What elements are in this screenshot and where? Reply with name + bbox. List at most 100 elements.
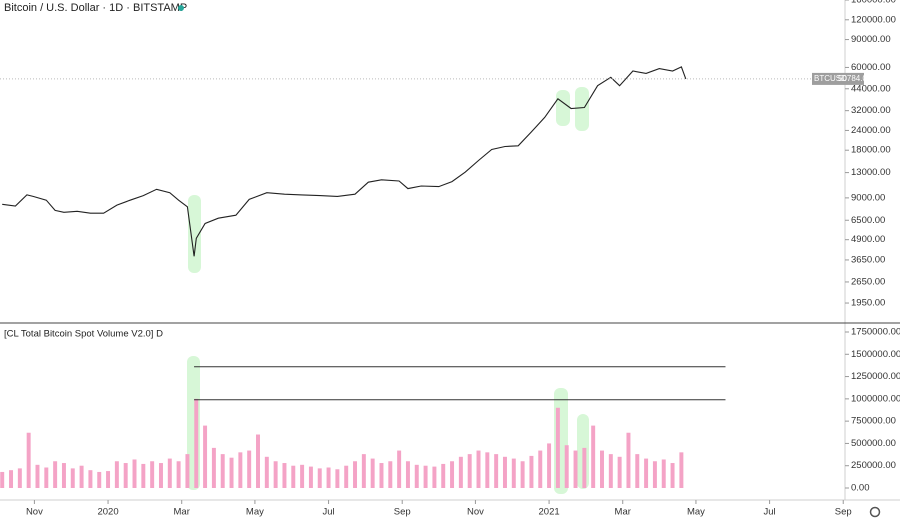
- x-tick-label: Sep: [394, 507, 411, 518]
- volume-bar: [114, 461, 119, 488]
- y-tick-label: 24000.00: [851, 125, 891, 136]
- y-tick-label: 13000.00: [851, 167, 891, 178]
- volume-bar: [670, 463, 675, 488]
- x-tick-label: Mar: [174, 507, 190, 518]
- x-tick-label: 2021: [539, 507, 560, 518]
- price-line: [2, 66, 687, 257]
- volume-bar: [529, 455, 534, 488]
- volume-bar: [220, 454, 225, 488]
- settings-icon[interactable]: [869, 506, 881, 518]
- y-tick-label: 1500000.00: [851, 349, 900, 360]
- volume-bar: [247, 450, 252, 488]
- volume-bar: [9, 470, 14, 488]
- volume-bar: [317, 468, 322, 488]
- volume-bar: [635, 454, 640, 488]
- volume-bar: [661, 459, 666, 488]
- volume-bar: [547, 443, 552, 488]
- volume-bar: [414, 464, 419, 488]
- volume-bar: [158, 463, 163, 488]
- volume-bar: [0, 471, 5, 488]
- volume-bar: [194, 398, 199, 488]
- volume-bar: [467, 454, 472, 488]
- volume-bar: [600, 450, 604, 488]
- volume-bar: [282, 463, 287, 488]
- y-tick-label: 750000.00: [851, 416, 896, 427]
- volume-bar: [291, 465, 296, 488]
- highlight: [556, 90, 570, 126]
- y-tick-label: 32000.00: [851, 105, 891, 116]
- volume-bar: [35, 464, 40, 488]
- volume-bar: [167, 458, 172, 488]
- volume-bar: [379, 463, 384, 488]
- volume-bar: [432, 466, 437, 488]
- y-tick-label: 250000.00: [851, 460, 896, 471]
- volume-bar: [538, 450, 543, 488]
- volume-bar: [141, 463, 146, 488]
- volume-bar: [564, 445, 569, 488]
- highlight: [575, 87, 589, 131]
- highlight: [188, 195, 201, 273]
- volume-bar: [441, 463, 446, 488]
- volume-bar: [626, 432, 631, 488]
- y-tick-label: 6500.00: [851, 215, 885, 226]
- volume-bar: [211, 447, 216, 488]
- volume-bar: [256, 434, 260, 488]
- volume-bar: [344, 465, 349, 488]
- volume-bar: [679, 452, 684, 488]
- y-tick-label: 9000.00: [851, 192, 885, 203]
- volume-bar: [44, 467, 49, 488]
- volume-bar: [61, 463, 66, 488]
- volume-bar: [361, 454, 366, 488]
- volume-bar: [17, 468, 22, 488]
- volume-bar: [300, 464, 305, 488]
- volume-bar: [450, 461, 455, 488]
- x-tick-label: Nov: [26, 507, 43, 518]
- y-tick-label: 500000.00: [851, 438, 896, 449]
- chart-title: Bitcoin / U.S. Dollar · 1D · BITSTAMP: [4, 2, 187, 14]
- volume-bar: [617, 456, 622, 488]
- volume-bar: [308, 466, 313, 488]
- y-tick-label: 1000000.00: [851, 393, 900, 404]
- volume-bar: [229, 457, 234, 488]
- x-tick-label: Sep: [835, 507, 852, 518]
- volume-bar: [335, 469, 340, 488]
- y-tick-label: 60000.00: [851, 62, 891, 73]
- legend-label: BTCUSD: [814, 74, 847, 83]
- volume-bar: [494, 454, 499, 488]
- volume-bar: [608, 454, 613, 488]
- indicator-title: [CL Total Bitcoin Spot Volume V2.0] D: [4, 329, 163, 340]
- volume-bar: [79, 465, 84, 488]
- volume-bar: [476, 450, 481, 488]
- volume-bar: [511, 458, 516, 488]
- volume-bar: [273, 461, 278, 488]
- x-tick-label: Jul: [764, 507, 776, 518]
- y-tick-label: 18000.00: [851, 145, 891, 156]
- y-tick-label: 1250000.00: [851, 371, 900, 382]
- y-tick-label: 1750000.00: [851, 327, 900, 338]
- volume-bar: [132, 459, 137, 488]
- y-tick-label: 2650.00: [851, 276, 885, 287]
- x-tick-label: Jul: [322, 507, 334, 518]
- volume-bar: [70, 468, 75, 488]
- volume-bar: [97, 471, 102, 488]
- volume-bar: [26, 432, 31, 488]
- volume-bar: [485, 452, 490, 488]
- y-tick-label: 4900.00: [851, 234, 885, 245]
- y-tick-label: 90000.00: [851, 34, 891, 45]
- status-dot: [178, 5, 184, 11]
- x-tick-label: May: [246, 507, 264, 518]
- volume-bar: [573, 450, 578, 488]
- volume-bar: [644, 458, 649, 488]
- volume-bar: [397, 450, 402, 488]
- last-price-tag: [812, 72, 864, 85]
- volume-bar: [555, 407, 560, 488]
- x-tick-label: Mar: [615, 507, 631, 518]
- gear[interactable]: [869, 506, 881, 518]
- volume-bar: [203, 425, 208, 488]
- volume-bar: [88, 470, 93, 488]
- y-tick-label: 44000.00: [851, 83, 891, 94]
- volume-bar: [405, 461, 410, 488]
- volume-bar: [53, 461, 58, 488]
- volume-bar: [520, 461, 525, 488]
